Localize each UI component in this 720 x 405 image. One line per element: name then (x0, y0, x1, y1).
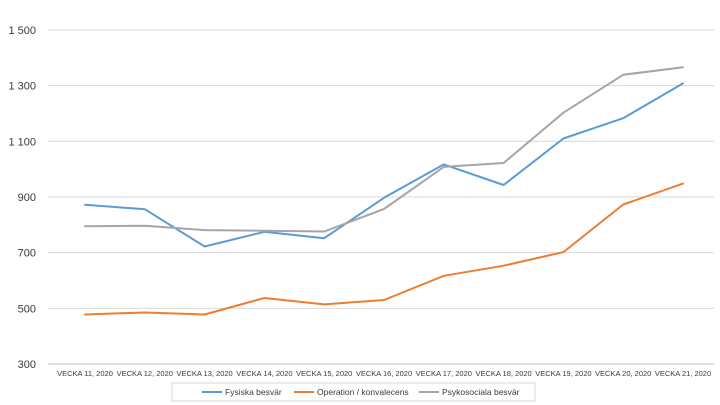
y-tick-label: 500 (18, 303, 36, 315)
y-tick-label: 1 500 (8, 25, 36, 37)
x-tick-label: VECKA 14, 2020 (236, 369, 292, 378)
x-tick-label: VECKA 12, 2020 (117, 369, 173, 378)
series-line-3 (84, 66, 684, 233)
y-tick-label: 700 (18, 248, 36, 260)
x-tick-label: VECKA 21, 2020 (655, 369, 711, 378)
y-axis-ticks: 300 500 700 900 1 100 1 300 1 500 (8, 25, 36, 371)
legend-box (171, 382, 536, 402)
y-tick-label: 1 300 (8, 81, 36, 93)
x-tick-label: VECKA 18, 2020 (475, 369, 531, 378)
x-tick-label: VECKA 20, 2020 (595, 369, 651, 378)
legend-label: Fysiska besvär (225, 387, 282, 397)
x-tick-label: VECKA 19, 2020 (535, 369, 591, 378)
x-tick-label: VECKA 13, 2020 (176, 369, 232, 378)
x-tick-label: VECKA 16, 2020 (356, 369, 412, 378)
x-tick-label: VECKA 17, 2020 (416, 369, 472, 378)
series-line-1 (84, 82, 684, 248)
x-tick-label: VECKA 11, 2020 (57, 369, 113, 378)
series-line-2 (84, 182, 684, 316)
y-tick-label: 1 100 (8, 136, 36, 148)
x-tick-label: VECKA 15, 2020 (296, 369, 352, 378)
legend-label: Operation / konvalecens (317, 387, 409, 397)
legend-label: Psykosociala besvär (442, 387, 520, 397)
series-lines (84, 66, 684, 316)
y-tick-label: 900 (18, 192, 36, 204)
y-tick-label: 300 (18, 359, 36, 371)
legend: Fysiska besvär Operation / konvalecens Psy… (171, 382, 536, 402)
gridlines (48, 29, 714, 365)
x-axis-ticks: VECKA 11, 2020 VECKA 12, 2020 VECKA 13, 20… (57, 369, 711, 378)
